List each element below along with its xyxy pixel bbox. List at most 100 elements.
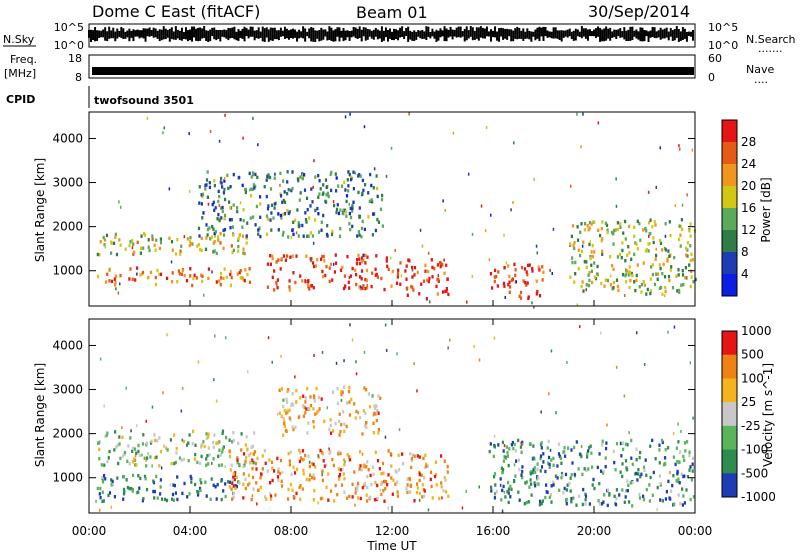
data-cell — [181, 491, 184, 496]
data-cell — [430, 484, 433, 489]
y-tick-label: 3000 — [52, 383, 83, 397]
data-cell — [308, 478, 311, 482]
data-cell — [280, 194, 283, 198]
data-cell — [310, 259, 312, 263]
data-cell — [141, 270, 145, 275]
data-cell — [561, 473, 564, 478]
data-cell — [601, 249, 604, 254]
data-cell — [174, 491, 177, 495]
data-cell — [121, 454, 124, 458]
data-cell — [295, 254, 298, 258]
data-cell — [376, 483, 379, 488]
data-cell — [163, 126, 165, 130]
data-cell — [313, 218, 317, 222]
data-cell — [513, 442, 516, 447]
data-cell — [143, 233, 147, 237]
data-cell — [444, 209, 446, 212]
data-cell — [603, 469, 605, 473]
data-cell — [283, 424, 286, 428]
data-cell — [249, 461, 252, 465]
data-cell — [372, 212, 375, 216]
data-cell — [317, 173, 320, 178]
data-cell — [338, 433, 341, 437]
data-cell — [443, 476, 446, 480]
data-cell — [306, 431, 309, 435]
data-cell — [171, 280, 174, 284]
data-cell — [152, 489, 155, 494]
data-cell — [667, 330, 669, 334]
data-cell — [137, 490, 140, 494]
data-cell — [569, 242, 572, 246]
data-cell — [679, 244, 682, 248]
data-cell — [218, 204, 221, 207]
data-cell — [310, 187, 313, 191]
data-cell — [342, 458, 346, 462]
data-cell — [410, 284, 413, 289]
data-cell — [228, 449, 231, 453]
data-cell — [341, 265, 344, 270]
data-cell — [416, 270, 419, 275]
data-cell — [252, 116, 254, 120]
data-cell — [205, 436, 208, 440]
data-cell — [493, 279, 496, 284]
data-cell — [118, 200, 120, 204]
data-cell — [626, 479, 629, 483]
data-cell — [633, 234, 636, 238]
data-cell — [107, 493, 110, 498]
data-cell — [377, 428, 380, 432]
data-cell — [311, 200, 314, 204]
data-cell — [376, 217, 379, 222]
data-cell — [213, 179, 216, 183]
data-cell — [318, 407, 321, 411]
data-cell — [149, 270, 152, 275]
data-cell — [411, 268, 414, 272]
data-cell — [219, 453, 222, 457]
data-cell — [236, 209, 239, 214]
data-cell — [668, 254, 671, 258]
data-cell — [232, 472, 235, 476]
data-cell — [212, 457, 215, 461]
data-cell — [108, 279, 111, 283]
data-cell — [140, 246, 143, 250]
data-cell — [629, 481, 632, 485]
data-cell — [664, 248, 668, 252]
data-cell — [183, 235, 186, 239]
data-cell — [587, 283, 591, 288]
data-cell — [412, 453, 415, 457]
data-cell — [380, 480, 384, 485]
colorbar-swatch — [722, 425, 737, 451]
data-cell — [221, 431, 224, 436]
data-cell — [664, 456, 667, 460]
data-cell — [283, 212, 287, 216]
data-cell — [134, 454, 137, 458]
data-cell — [265, 194, 268, 199]
data-cell — [351, 224, 354, 229]
data-cell — [689, 361, 692, 365]
data-cell — [252, 183, 255, 187]
data-cell — [552, 227, 555, 231]
data-cell — [640, 472, 643, 476]
data-cell — [281, 470, 284, 474]
data-cell — [642, 465, 646, 469]
data-cell — [266, 217, 269, 221]
data-cell — [309, 204, 312, 208]
data-cell — [604, 221, 607, 226]
data-cell — [574, 260, 577, 265]
data-cell — [416, 454, 419, 458]
data-cell — [302, 468, 305, 472]
data-cell — [348, 400, 351, 404]
data-cell — [182, 439, 186, 444]
data-cell — [136, 272, 138, 276]
data-cell — [253, 186, 256, 190]
data-cell — [154, 275, 157, 280]
data-cell — [103, 404, 105, 408]
data-cell — [585, 260, 588, 264]
data-cell — [178, 272, 181, 276]
data-cell — [568, 482, 571, 486]
data-cell — [317, 395, 320, 400]
data-cell — [596, 264, 599, 269]
data-cell — [354, 503, 356, 507]
data-cell — [521, 442, 524, 447]
data-cell — [255, 481, 258, 485]
data-cell — [394, 248, 396, 252]
